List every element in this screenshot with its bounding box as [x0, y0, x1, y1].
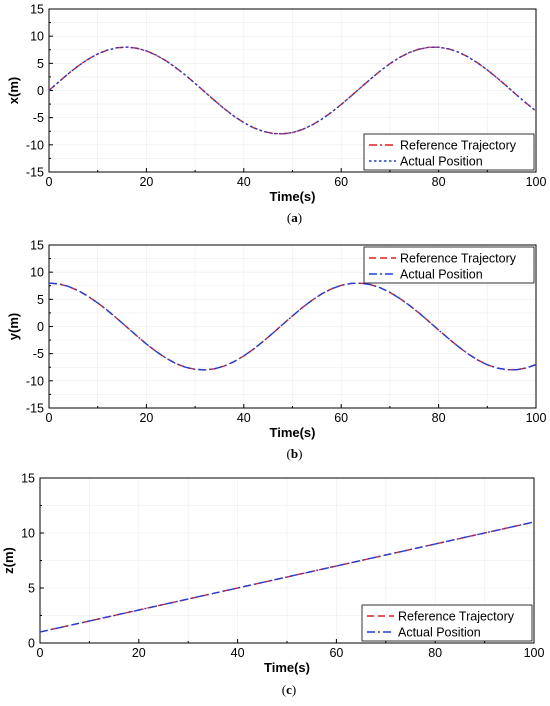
caption-letter: b	[291, 446, 298, 461]
y-tick-label: -5	[33, 111, 44, 125]
x-tick-label: 20	[139, 175, 153, 189]
chart-panel-a: 0 20 40 60 80 100 -15 -10 -5 0 5 10 15 Time(s) x(m) Ref…	[6, 3, 546, 226]
caption: (a)	[287, 210, 302, 225]
y-tick-label: 10	[30, 30, 44, 44]
legend-box	[361, 604, 533, 642]
x-tick-label: 80	[432, 411, 446, 425]
caption-close: )	[298, 446, 302, 461]
legend: Reference Trajectory Actual Position	[361, 604, 533, 642]
y-tick-label: 15	[30, 3, 44, 17]
legend: Reference Trajectory Actual Position	[363, 246, 535, 284]
chart-panel-b: 0 20 40 60 80 100 -15 -10 -5 0 5 10 15 Time(s) y(m) Ref…	[6, 239, 546, 462]
legend-label-0: Reference Trajectory	[400, 139, 517, 153]
caption: (c)	[282, 682, 296, 697]
y-tick-label: 0	[37, 320, 44, 334]
x-tick-label: 20	[139, 411, 153, 425]
x-tick-label: 60	[334, 411, 348, 425]
y-tick-label: 5	[37, 293, 44, 307]
caption-close: )	[292, 682, 296, 697]
y-axis-title: x(m)	[6, 77, 21, 104]
y-tick-label: -10	[26, 374, 44, 388]
y-tick-label: -5	[33, 347, 44, 361]
legend-box	[363, 133, 535, 171]
y-axis-title: y(m)	[6, 313, 21, 340]
legend-label-0: Reference Trajectory	[400, 252, 517, 266]
legend-label-1: Actual Position	[400, 155, 483, 169]
x-tick-label: 40	[231, 646, 245, 660]
x-tick-label: 20	[132, 646, 146, 660]
x-tick-label: 40	[237, 411, 251, 425]
series-line-0	[48, 46, 537, 135]
legend-box	[363, 246, 535, 284]
x-tick-label: 80	[432, 175, 446, 189]
legend-label-1: Actual Position	[398, 626, 481, 640]
y-axis-title: z(m)	[1, 547, 16, 574]
caption-letter: a	[291, 210, 298, 225]
chart-panel-c: 0 20 40 60 80 100 0 5 10 15 Time(s) z(m) Reference T…	[1, 472, 544, 698]
caption-open: (	[287, 210, 291, 225]
x-tick-label: 100	[526, 175, 547, 189]
y-tick-label: 0	[28, 637, 35, 651]
x-tick-label: 100	[526, 411, 547, 425]
legend-label-0: Reference Trajectory	[398, 610, 515, 624]
y-tick-label: 10	[30, 266, 44, 280]
x-tick-label: 100	[524, 646, 545, 660]
x-tick-label: 0	[37, 646, 44, 660]
x-tick-label: 80	[428, 646, 442, 660]
legend: Reference Trajectory Actual Position	[363, 133, 535, 171]
y-tick-label: 15	[30, 239, 44, 253]
x-tick-label: 40	[237, 175, 251, 189]
y-tick-label: -10	[26, 138, 44, 152]
caption-open: (	[282, 682, 286, 697]
y-tick-label: 5	[28, 582, 35, 596]
caption: (b)	[287, 446, 303, 461]
x-tick-label: 60	[334, 175, 348, 189]
x-axis-title: Time(s)	[264, 660, 310, 675]
x-axis-title: Time(s)	[270, 425, 316, 440]
x-tick-label: 0	[46, 175, 53, 189]
x-tick-label: 0	[46, 411, 53, 425]
caption-open: (	[287, 446, 291, 461]
x-axis-title: Time(s)	[270, 189, 316, 204]
series-line-1	[39, 521, 535, 633]
caption-close: )	[298, 210, 302, 225]
legend-label-1: Actual Position	[400, 268, 483, 282]
y-tick-label: -15	[26, 166, 44, 180]
series-line-0	[48, 282, 537, 371]
y-tick-label: 10	[21, 527, 35, 541]
caption-letter: c	[286, 682, 292, 697]
y-tick-label: 5	[37, 57, 44, 71]
y-tick-label: 0	[37, 84, 44, 98]
y-tick-label: 15	[21, 472, 35, 486]
y-tick-label: -15	[26, 402, 44, 416]
x-tick-label: 60	[329, 646, 343, 660]
